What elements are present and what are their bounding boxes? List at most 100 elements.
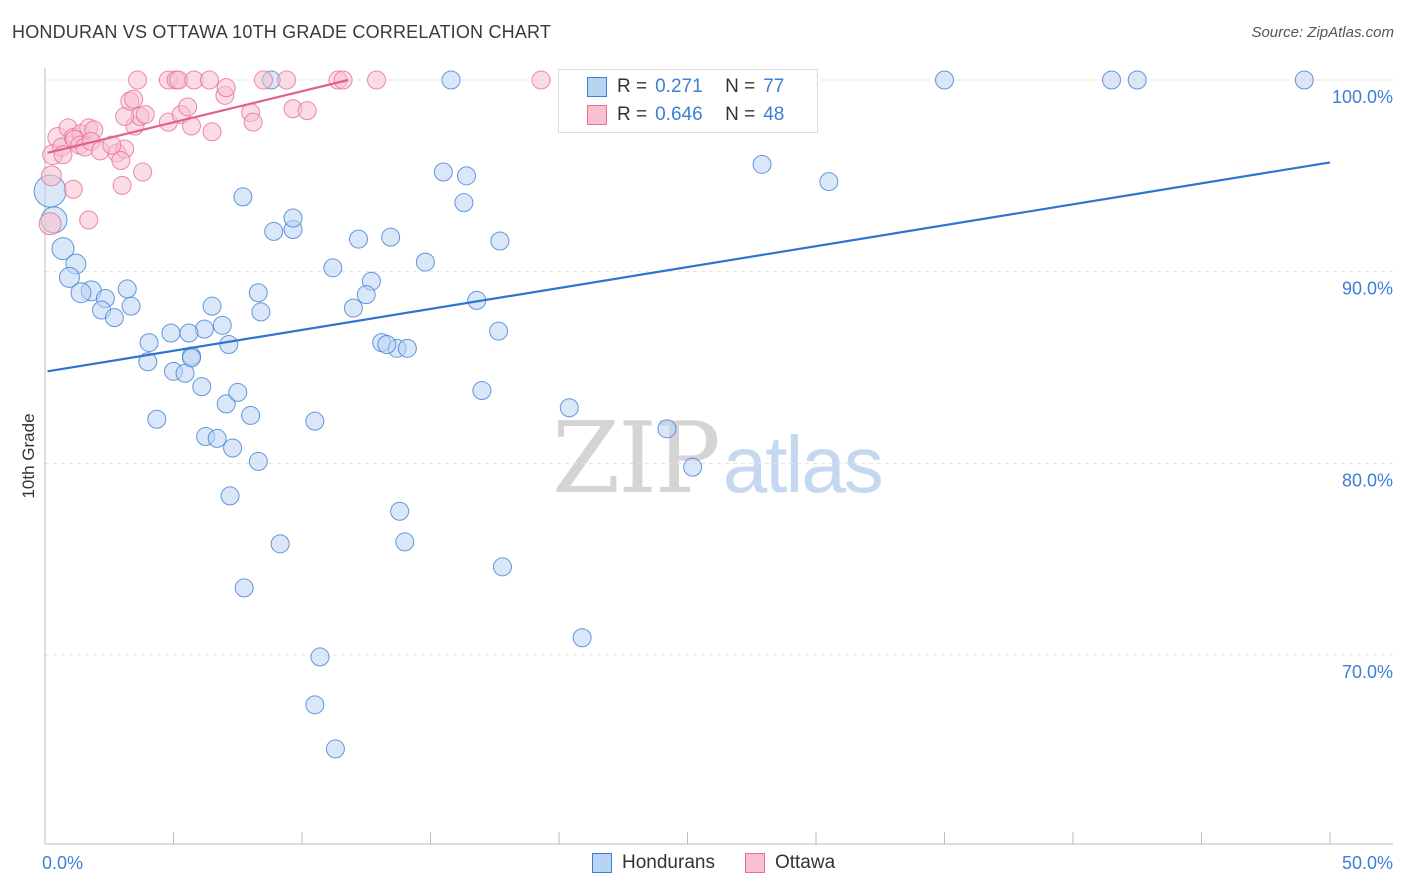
data-point	[58, 266, 80, 288]
data-point	[657, 419, 677, 439]
data-point	[192, 377, 212, 397]
data-point	[277, 70, 297, 90]
legend-n-value: 77	[763, 76, 785, 97]
data-point	[572, 628, 592, 648]
legend-n-label: N =	[725, 104, 756, 125]
data-point	[397, 338, 417, 358]
watermark-atlas: atlas	[722, 420, 884, 509]
data-point	[248, 451, 268, 471]
data-point	[395, 532, 415, 552]
data-point	[305, 695, 325, 715]
trend-lines	[47, 78, 1331, 373]
legend-row-hondurans: R = 0.271 N = 77	[559, 73, 784, 101]
data-point	[323, 258, 343, 278]
data-point	[683, 457, 703, 477]
legend-n-value: 48	[763, 104, 785, 125]
data-point	[490, 231, 510, 251]
data-point	[1102, 70, 1122, 90]
data-point	[270, 534, 290, 554]
data-point	[111, 151, 131, 170]
data-point	[935, 70, 954, 90]
data-point	[283, 208, 303, 228]
data-point	[161, 323, 181, 343]
legend-n-label: N =	[725, 76, 756, 97]
data-point	[51, 237, 75, 261]
chart-title: HONDURAN VS OTTAWA 10TH GRADE CORRELATIO…	[12, 22, 552, 42]
legend-label-hondurans: Hondurans	[622, 852, 715, 873]
data-point	[559, 398, 579, 418]
data-point	[433, 162, 453, 182]
data-point	[128, 70, 148, 90]
data-point	[79, 210, 99, 230]
correlation-legend: R = 0.271 N = 77 R = 0.646 N = 48	[558, 69, 818, 133]
series-hondurans	[33, 70, 1314, 759]
data-point	[202, 122, 222, 142]
y-axis-title: 10th Grade	[19, 413, 38, 498]
legend-r-value: 0.646	[655, 104, 703, 125]
y-tick-label: 100.0%	[1332, 87, 1393, 107]
data-point	[124, 89, 144, 109]
data-point	[325, 739, 345, 759]
legend-r-label: R =	[617, 76, 648, 97]
data-point	[104, 308, 124, 328]
data-point	[343, 298, 363, 318]
data-point	[356, 285, 376, 305]
data-point	[241, 405, 261, 425]
data-point	[333, 70, 353, 90]
data-point	[253, 70, 273, 90]
data-point	[216, 78, 236, 98]
data-point	[752, 154, 772, 174]
data-point	[219, 335, 239, 354]
x-tick-label-left: 0.0%	[42, 853, 83, 873]
data-point	[233, 187, 253, 207]
data-point	[207, 428, 227, 448]
trend-line-ottawa	[47, 78, 349, 154]
data-point	[223, 438, 243, 458]
data-point	[139, 333, 159, 353]
legend-swatch-blue	[587, 77, 607, 97]
data-point	[310, 647, 330, 667]
data-point	[147, 409, 167, 429]
legend-r-value: 0.271	[655, 76, 703, 97]
data-point	[305, 411, 325, 431]
y-tick-label: 80.0%	[1342, 470, 1393, 490]
data-point	[243, 112, 263, 132]
data-point	[390, 501, 410, 521]
data-point	[138, 352, 158, 372]
trend-line-hondurans	[47, 161, 1331, 373]
legend-swatch-pink	[587, 105, 607, 125]
data-point	[70, 282, 92, 304]
data-point	[819, 172, 839, 192]
data-point	[456, 166, 476, 186]
data-point	[228, 382, 248, 402]
data-point	[377, 335, 397, 354]
data-point	[531, 70, 551, 90]
data-point	[112, 175, 132, 195]
y-tick-label: 70.0%	[1342, 662, 1393, 682]
data-point	[179, 323, 199, 343]
legend-label-ottawa: Ottawa	[774, 852, 836, 873]
data-point	[415, 252, 435, 272]
watermark: ZIPatlas	[552, 402, 884, 516]
data-point	[117, 279, 137, 299]
data-point	[212, 315, 232, 335]
legend-item-hondurans: Hondurans	[592, 852, 715, 874]
data-point	[349, 229, 369, 249]
data-point	[367, 70, 387, 90]
data-point	[492, 557, 512, 577]
legend-r-label: R =	[617, 104, 648, 125]
data-point	[121, 296, 141, 316]
data-point	[181, 348, 201, 368]
data-point	[381, 227, 401, 247]
legend-swatch-pink	[744, 853, 765, 873]
data-point	[220, 486, 240, 506]
data-point	[1294, 70, 1314, 90]
y-tick-label: 90.0%	[1342, 279, 1393, 299]
data-point	[40, 165, 62, 187]
data-point	[133, 162, 153, 182]
data-point	[135, 105, 155, 124]
data-point	[454, 193, 474, 213]
x-tick-label-right: 50.0%	[1342, 853, 1393, 873]
legend-swatch-blue	[592, 853, 612, 873]
data-point	[297, 101, 317, 121]
